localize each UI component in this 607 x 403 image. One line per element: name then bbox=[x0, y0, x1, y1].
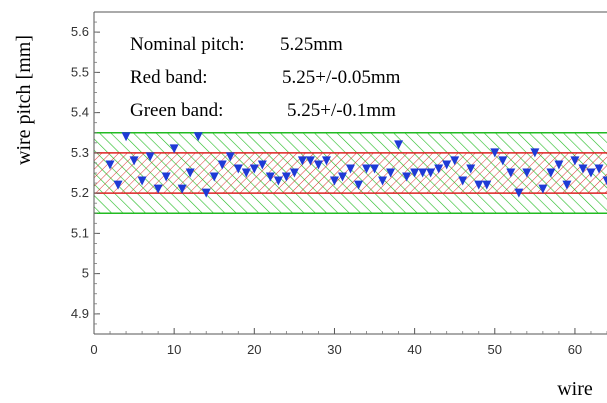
data-point bbox=[129, 156, 139, 166]
data-point bbox=[225, 152, 235, 162]
data-point bbox=[329, 176, 339, 186]
data-point bbox=[169, 144, 179, 154]
y-tick-label: 5.2 bbox=[71, 185, 89, 200]
y-tick-label: 5.6 bbox=[71, 24, 89, 39]
data-point bbox=[297, 156, 307, 166]
data-point bbox=[458, 176, 468, 186]
data-point bbox=[538, 184, 548, 194]
data-point bbox=[602, 176, 607, 186]
data-points bbox=[105, 132, 607, 198]
data-point bbox=[273, 176, 283, 186]
y-axis-title: wire pitch [mm] bbox=[13, 35, 35, 165]
data-point bbox=[434, 164, 444, 174]
data-point bbox=[466, 164, 476, 174]
data-point bbox=[362, 164, 372, 174]
data-point bbox=[153, 184, 163, 194]
data-point bbox=[594, 164, 604, 174]
y-tick-label: 5.3 bbox=[71, 145, 89, 160]
y-tick-label: 5.5 bbox=[71, 64, 89, 79]
data-point bbox=[113, 180, 123, 190]
data-point bbox=[281, 172, 291, 182]
y-tick-label: 5.1 bbox=[71, 225, 89, 240]
x-tick-label: 50 bbox=[488, 342, 502, 357]
data-point bbox=[233, 164, 243, 174]
x-axis-title: wire bbox=[557, 378, 593, 400]
data-point bbox=[257, 160, 267, 170]
x-tick-label: 60 bbox=[568, 342, 582, 357]
data-point bbox=[490, 148, 500, 158]
y-tick-label: 4.9 bbox=[71, 306, 89, 321]
x-tick-label: 20 bbox=[247, 342, 261, 357]
data-point bbox=[522, 168, 532, 178]
annotation-green-label: Green band: bbox=[130, 100, 223, 121]
data-point bbox=[217, 160, 227, 170]
data-point bbox=[321, 156, 331, 166]
data-point bbox=[354, 180, 364, 190]
data-point bbox=[498, 156, 508, 166]
data-point bbox=[289, 168, 299, 178]
data-point bbox=[442, 160, 452, 170]
data-point bbox=[418, 168, 428, 178]
data-point bbox=[105, 160, 115, 170]
data-point bbox=[546, 168, 556, 178]
data-point bbox=[137, 176, 147, 186]
x-tick-label: 0 bbox=[90, 342, 97, 357]
annotation-green-value: 5.25+/-0.1mm bbox=[287, 100, 396, 121]
data-point bbox=[562, 180, 572, 190]
data-point bbox=[370, 164, 380, 174]
data-point bbox=[201, 188, 211, 198]
data-point bbox=[209, 172, 219, 182]
data-point bbox=[402, 172, 412, 182]
data-point bbox=[530, 148, 540, 158]
data-point bbox=[378, 176, 388, 186]
data-point bbox=[482, 180, 492, 190]
data-point bbox=[161, 172, 171, 182]
annotation-nominal-label: Nominal pitch: bbox=[130, 34, 245, 55]
data-point bbox=[121, 132, 131, 142]
data-point bbox=[249, 164, 259, 174]
x-ticks: 0 10 20 30 40 50 60 bbox=[90, 328, 607, 357]
data-point bbox=[193, 132, 203, 142]
annotation-red-value: 5.25+/-0.05mm bbox=[282, 67, 401, 88]
y-tick-label: 5 bbox=[82, 266, 89, 281]
data-point bbox=[386, 168, 396, 178]
data-point bbox=[506, 168, 516, 178]
data-point bbox=[346, 164, 355, 174]
data-point bbox=[177, 184, 187, 194]
data-point bbox=[426, 168, 436, 178]
data-point bbox=[586, 168, 596, 178]
data-point bbox=[337, 172, 347, 182]
data-point bbox=[313, 160, 323, 170]
data-point bbox=[578, 164, 588, 174]
y-ticks: 4.9 5 5.1 5.2 5.3 5.4 5.5 5.6 bbox=[71, 21, 100, 325]
data-point bbox=[474, 180, 484, 190]
data-point bbox=[394, 140, 404, 150]
data-point bbox=[410, 168, 420, 178]
data-point bbox=[265, 172, 275, 182]
data-point bbox=[514, 188, 524, 198]
x-tick-label: 40 bbox=[407, 342, 421, 357]
data-point bbox=[570, 156, 580, 166]
annotation-red-label: Red band: bbox=[130, 67, 208, 88]
data-point bbox=[305, 156, 315, 166]
data-point bbox=[145, 152, 155, 162]
x-tick-label: 30 bbox=[327, 342, 341, 357]
annotation-nominal-value: 5.25mm bbox=[280, 34, 343, 55]
data-point bbox=[450, 156, 460, 166]
y-tick-label: 5.4 bbox=[71, 105, 89, 120]
data-point bbox=[185, 168, 195, 178]
data-point bbox=[241, 168, 251, 178]
x-tick-label: 10 bbox=[167, 342, 181, 357]
data-point bbox=[554, 160, 564, 170]
